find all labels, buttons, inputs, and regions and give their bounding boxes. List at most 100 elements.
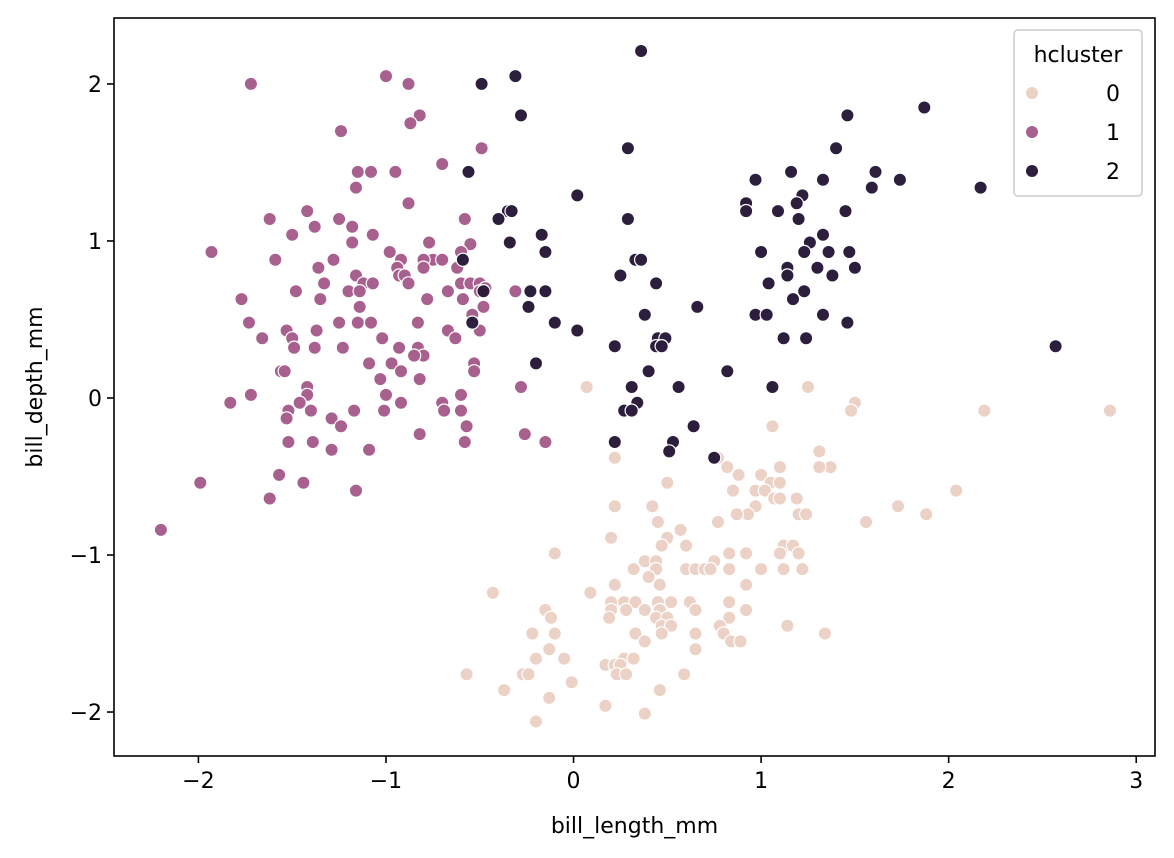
point-cluster-2-58 xyxy=(637,307,653,322)
point-cluster-1-53 xyxy=(508,284,523,299)
point-cluster-2-27 xyxy=(791,211,806,227)
point-cluster-1-9 xyxy=(363,164,379,180)
point-cluster-2-70 xyxy=(1048,339,1063,354)
point-cluster-2-35 xyxy=(842,244,857,260)
point-cluster-0-60 xyxy=(753,561,769,577)
point-cluster-0-117 xyxy=(564,675,579,690)
point-cluster-2-54 xyxy=(690,299,705,315)
point-cluster-1-50 xyxy=(352,284,367,299)
series-0 xyxy=(459,379,1118,729)
point-cluster-0-83 xyxy=(602,610,617,626)
point-cluster-2-71 xyxy=(528,356,544,371)
point-cluster-2-43 xyxy=(613,268,628,283)
point-cluster-0-81 xyxy=(738,602,754,618)
x-tick-label: 2 xyxy=(942,769,956,794)
point-cluster-2-67 xyxy=(607,339,623,354)
point-cluster-1-59 xyxy=(352,299,367,315)
point-cluster-2-42 xyxy=(847,260,863,275)
point-cluster-0-6 xyxy=(765,419,780,434)
point-cluster-0-96 xyxy=(688,626,703,641)
point-cluster-2-45 xyxy=(825,268,840,283)
point-cluster-0-19 xyxy=(725,483,741,498)
point-cluster-1-97 xyxy=(223,395,238,410)
point-cluster-1-58 xyxy=(476,299,491,315)
point-cluster-2-9 xyxy=(783,164,799,180)
point-cluster-2-60 xyxy=(465,315,480,330)
point-cluster-0-99 xyxy=(637,634,653,649)
point-cluster-2-82 xyxy=(662,444,677,459)
point-cluster-1-107 xyxy=(324,411,339,426)
point-cluster-1-92 xyxy=(243,387,259,403)
point-cluster-1-36 xyxy=(416,260,431,275)
point-cluster-1-105 xyxy=(453,403,469,418)
point-cluster-2-59 xyxy=(547,315,563,330)
point-cluster-1-70 xyxy=(255,331,270,346)
point-cluster-0-17 xyxy=(772,475,788,490)
point-cluster-2-57 xyxy=(815,307,831,322)
point-cluster-2-3 xyxy=(917,100,932,115)
legend-marker-2 xyxy=(1024,163,1040,179)
point-cluster-1-110 xyxy=(517,426,533,442)
point-cluster-2-53 xyxy=(521,299,536,315)
point-cluster-2-1 xyxy=(508,68,523,84)
point-cluster-0-58 xyxy=(703,561,718,577)
point-cluster-0-24 xyxy=(789,491,804,506)
point-cluster-0-61 xyxy=(776,561,791,577)
point-cluster-1-120 xyxy=(296,475,311,490)
point-cluster-1-81 xyxy=(384,356,399,371)
point-cluster-0-111 xyxy=(459,667,474,682)
point-cluster-1-27 xyxy=(326,252,341,267)
point-cluster-0-12 xyxy=(812,444,827,459)
point-cluster-1-63 xyxy=(350,315,365,330)
point-cluster-0-5 xyxy=(1102,403,1118,418)
point-cluster-2-0 xyxy=(633,43,649,59)
point-cluster-0-120 xyxy=(542,690,557,706)
point-cluster-0-118 xyxy=(496,682,512,698)
point-cluster-0-0 xyxy=(579,379,594,395)
point-cluster-2-29 xyxy=(815,227,831,242)
point-cluster-1-106 xyxy=(279,411,294,426)
point-cluster-1-80 xyxy=(406,348,422,363)
y-tick-label: −1 xyxy=(70,544,102,569)
point-cluster-0-63 xyxy=(641,569,656,585)
point-cluster-0-15 xyxy=(753,467,769,483)
legend-title: hcluster xyxy=(1034,43,1124,68)
point-cluster-0-37 xyxy=(858,514,874,530)
point-cluster-2-28 xyxy=(534,227,549,242)
point-cluster-2-49 xyxy=(523,284,538,299)
point-cluster-0-48 xyxy=(772,546,788,561)
x-tick-label: 0 xyxy=(567,769,581,794)
point-cluster-1-65 xyxy=(410,315,426,330)
point-cluster-1-87 xyxy=(373,371,388,387)
point-cluster-2-10 xyxy=(868,164,883,180)
point-cluster-1-11 xyxy=(348,180,364,195)
point-cluster-0-119 xyxy=(652,682,668,698)
point-cluster-1-1 xyxy=(378,68,394,84)
point-cluster-0-38 xyxy=(673,522,688,538)
point-cluster-0-95 xyxy=(654,626,669,641)
point-cluster-2-75 xyxy=(671,379,686,395)
point-cluster-1-51 xyxy=(440,284,456,299)
point-cluster-1-121 xyxy=(348,483,364,498)
point-cluster-0-1 xyxy=(800,379,816,395)
point-cluster-1-0 xyxy=(243,76,259,92)
point-cluster-2-25 xyxy=(491,211,506,227)
point-cluster-1-33 xyxy=(268,252,283,267)
point-cluster-1-95 xyxy=(453,387,469,403)
point-cluster-2-5 xyxy=(840,108,855,123)
point-cluster-0-33 xyxy=(890,499,906,514)
points-layer xyxy=(153,43,1118,729)
point-cluster-1-101 xyxy=(303,403,319,418)
point-cluster-0-104 xyxy=(528,651,544,666)
point-cluster-1-74 xyxy=(286,340,302,355)
point-cluster-1-5 xyxy=(333,123,349,139)
point-cluster-2-12 xyxy=(748,172,763,187)
point-cluster-0-34 xyxy=(919,507,934,522)
point-cluster-2-30 xyxy=(502,235,517,250)
point-cluster-1-31 xyxy=(435,252,450,267)
point-cluster-1-49 xyxy=(288,284,304,299)
legend-label-0: 0 xyxy=(1106,82,1120,107)
point-cluster-0-115 xyxy=(618,667,634,682)
point-cluster-2-36 xyxy=(538,244,553,260)
point-cluster-1-115 xyxy=(538,434,553,450)
